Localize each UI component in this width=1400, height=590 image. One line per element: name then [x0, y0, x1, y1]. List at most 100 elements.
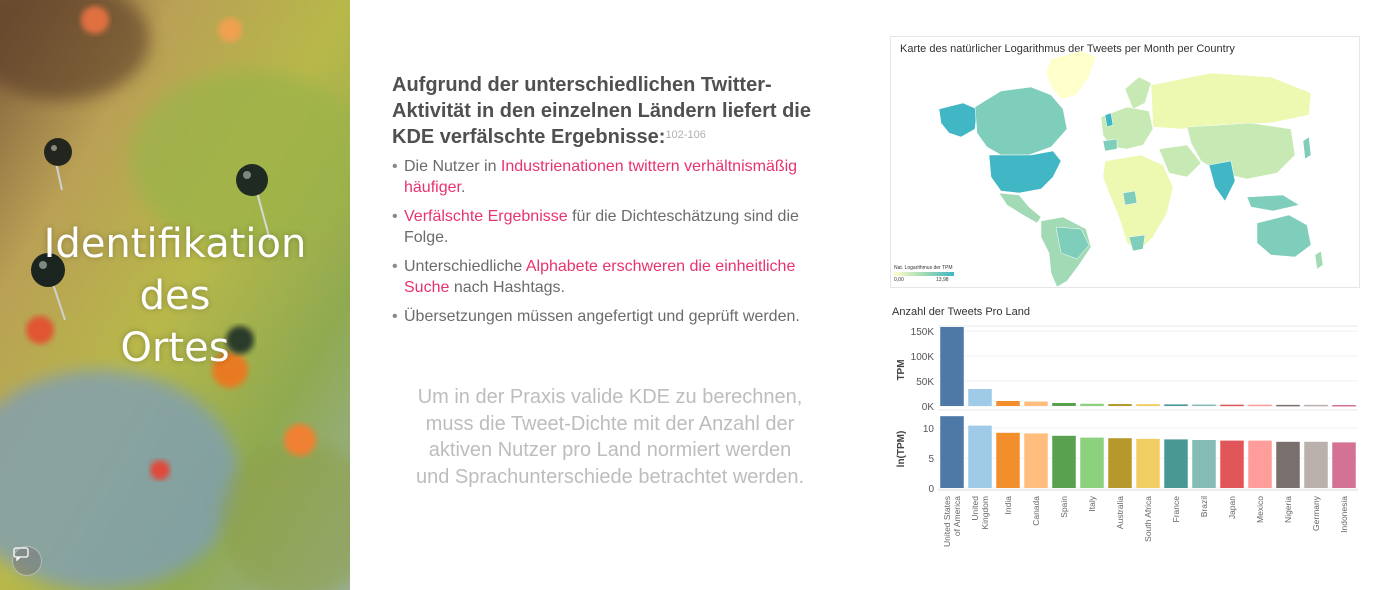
x-tick-label-line: Germany	[1311, 495, 1321, 531]
map-region-scandinavia	[1124, 76, 1152, 110]
bar-ln-tpm	[968, 425, 992, 488]
map-region-alaska	[938, 102, 978, 138]
x-tick-label-line: of America	[952, 496, 962, 536]
y-tick-label: 0	[928, 484, 934, 495]
x-tick-label: France	[1171, 496, 1181, 523]
bar-ln-tpm	[1332, 442, 1356, 488]
x-tick-label: Nigeria	[1283, 496, 1293, 523]
bullet-text: nach Hashtags.	[449, 279, 565, 296]
map-region-indonesia	[1246, 194, 1300, 212]
map-region-mexico	[998, 192, 1042, 224]
x-tick-label: Australia	[1115, 496, 1125, 529]
bullet-text: Die Nutzer in	[404, 158, 501, 175]
map-region-middle-east	[1158, 144, 1202, 178]
x-tick-label-line: Brazil	[1199, 496, 1209, 517]
x-tick-label-line: Indonesia	[1339, 496, 1349, 533]
x-tick-label: South Africa	[1143, 496, 1153, 542]
map-region-uk	[1104, 112, 1114, 128]
chat-button[interactable]	[12, 546, 42, 576]
bullet-text: .	[460, 179, 466, 196]
x-tick-label-line: South Africa	[1143, 496, 1153, 542]
highlighted-text: Verfälschte Ergebnisse	[404, 208, 568, 225]
reference-number: 102-106	[665, 129, 706, 141]
slide-heading: Aufgrund der unterschiedlichen Twitter-A…	[392, 72, 822, 150]
x-tick-label-line: France	[1171, 496, 1181, 523]
bar-tpm	[940, 327, 964, 406]
map-legend-title: Nat. Logarithmus der TPM	[894, 265, 953, 271]
bullet-text: Übersetzungen müssen angefertigt und gep…	[404, 308, 800, 325]
bullet-list: Die Nutzer in Industrienationen twittern…	[392, 156, 822, 335]
map-region-russia	[1150, 72, 1312, 130]
x-tick-label: Brazil	[1199, 496, 1209, 517]
x-tick-label: Indonesia	[1339, 496, 1349, 533]
bar-chart-title: Anzahl der Tweets Pro Land	[892, 306, 1030, 318]
y-tick-label: 10	[923, 424, 935, 435]
bar-ln-tpm	[1080, 437, 1104, 488]
x-tick-label-line: Japan	[1227, 496, 1237, 519]
y-tick-label: 50K	[916, 377, 934, 388]
bar-ln-tpm	[940, 416, 964, 488]
bullet-item: Die Nutzer in Industrienationen twittern…	[392, 156, 822, 198]
bar-ln-tpm	[1024, 433, 1048, 488]
x-tick-label: United States of America	[942, 496, 962, 547]
bullet-text: für die Dichteschätzung sind die Folge.	[404, 208, 799, 246]
y-tick-label: 5	[928, 454, 934, 465]
map-legend-min: 0,00	[894, 277, 904, 283]
x-tick-label: India	[1003, 496, 1013, 515]
bar-ln-tpm	[1192, 440, 1216, 488]
bar-ln-tpm	[1108, 438, 1132, 488]
bar-ln-tpm	[1276, 441, 1300, 488]
bar-tpm	[1220, 404, 1244, 407]
bar-ln-tpm	[1052, 435, 1076, 488]
bar-tpm	[968, 389, 992, 406]
world-map	[938, 50, 1324, 288]
bar-tpm	[1276, 404, 1300, 407]
map-pins-photo	[0, 0, 350, 590]
map-region-africa	[1102, 154, 1174, 252]
bullet-item: Übersetzungen müssen angefertigt und gep…	[392, 306, 822, 327]
bar-tpm	[1164, 404, 1188, 406]
x-tick-label-line: Nigeria	[1283, 496, 1293, 523]
map-region-nigeria	[1122, 190, 1138, 206]
bar-tpm	[1248, 404, 1272, 407]
x-tick-label: Italy	[1087, 495, 1097, 511]
x-tick-label-line: United States	[942, 496, 952, 547]
map-region-india	[1208, 160, 1236, 202]
bar-tpm	[1108, 404, 1132, 406]
x-tick-label: Germany	[1311, 495, 1321, 531]
world-map-chart: Karte des natürlicher Logarithmus der Tw…	[890, 36, 1360, 288]
bar-tpm	[1304, 404, 1328, 407]
bar-ln-tpm	[1136, 438, 1160, 488]
x-tick-label-line: Spain	[1059, 496, 1069, 518]
background-photo-panel: Identifikation des Ortes	[0, 0, 350, 590]
y-axis-label: ln(TPM)	[896, 431, 907, 468]
bullet-item: Unterschiedliche Alphabete erschweren di…	[392, 256, 822, 298]
bar-tpm	[1024, 401, 1048, 406]
x-tick-label: Japan	[1227, 496, 1237, 519]
map-region-australia	[1256, 214, 1312, 258]
x-tick-label-line: Australia	[1115, 496, 1125, 529]
x-tick-label: United Kingdom	[970, 496, 990, 530]
map-region-asia	[1186, 122, 1296, 180]
map-region-spain	[1102, 138, 1118, 152]
bar-tpm	[1332, 405, 1356, 407]
x-tick-label-line: United	[970, 496, 980, 521]
map-region-greenland	[1045, 50, 1097, 100]
bar-ln-tpm	[1304, 441, 1328, 488]
bar-tpm	[1192, 404, 1216, 406]
map-region-brazil	[1055, 226, 1090, 260]
map-region-usa	[988, 150, 1062, 194]
x-tick-label-line: Italy	[1087, 495, 1097, 511]
map-title: Karte des natürlicher Logarithmus der Tw…	[900, 43, 1235, 55]
bar-tpm	[1080, 403, 1104, 406]
map-region-japan	[1302, 136, 1312, 160]
bar-ln-tpm	[996, 432, 1020, 488]
speech-bubble-icon	[13, 547, 29, 561]
map-legend-max: 13,98	[936, 277, 949, 283]
bar-ln-tpm	[1164, 439, 1188, 488]
heading-text: Aufgrund der unterschiedlichen Twitter-A…	[392, 74, 811, 148]
bar-tpm	[1052, 403, 1076, 406]
x-tick-label-line: Kingdom	[980, 496, 990, 530]
y-tick-label: 0K	[922, 402, 935, 413]
x-tick-label: Spain	[1059, 496, 1069, 518]
